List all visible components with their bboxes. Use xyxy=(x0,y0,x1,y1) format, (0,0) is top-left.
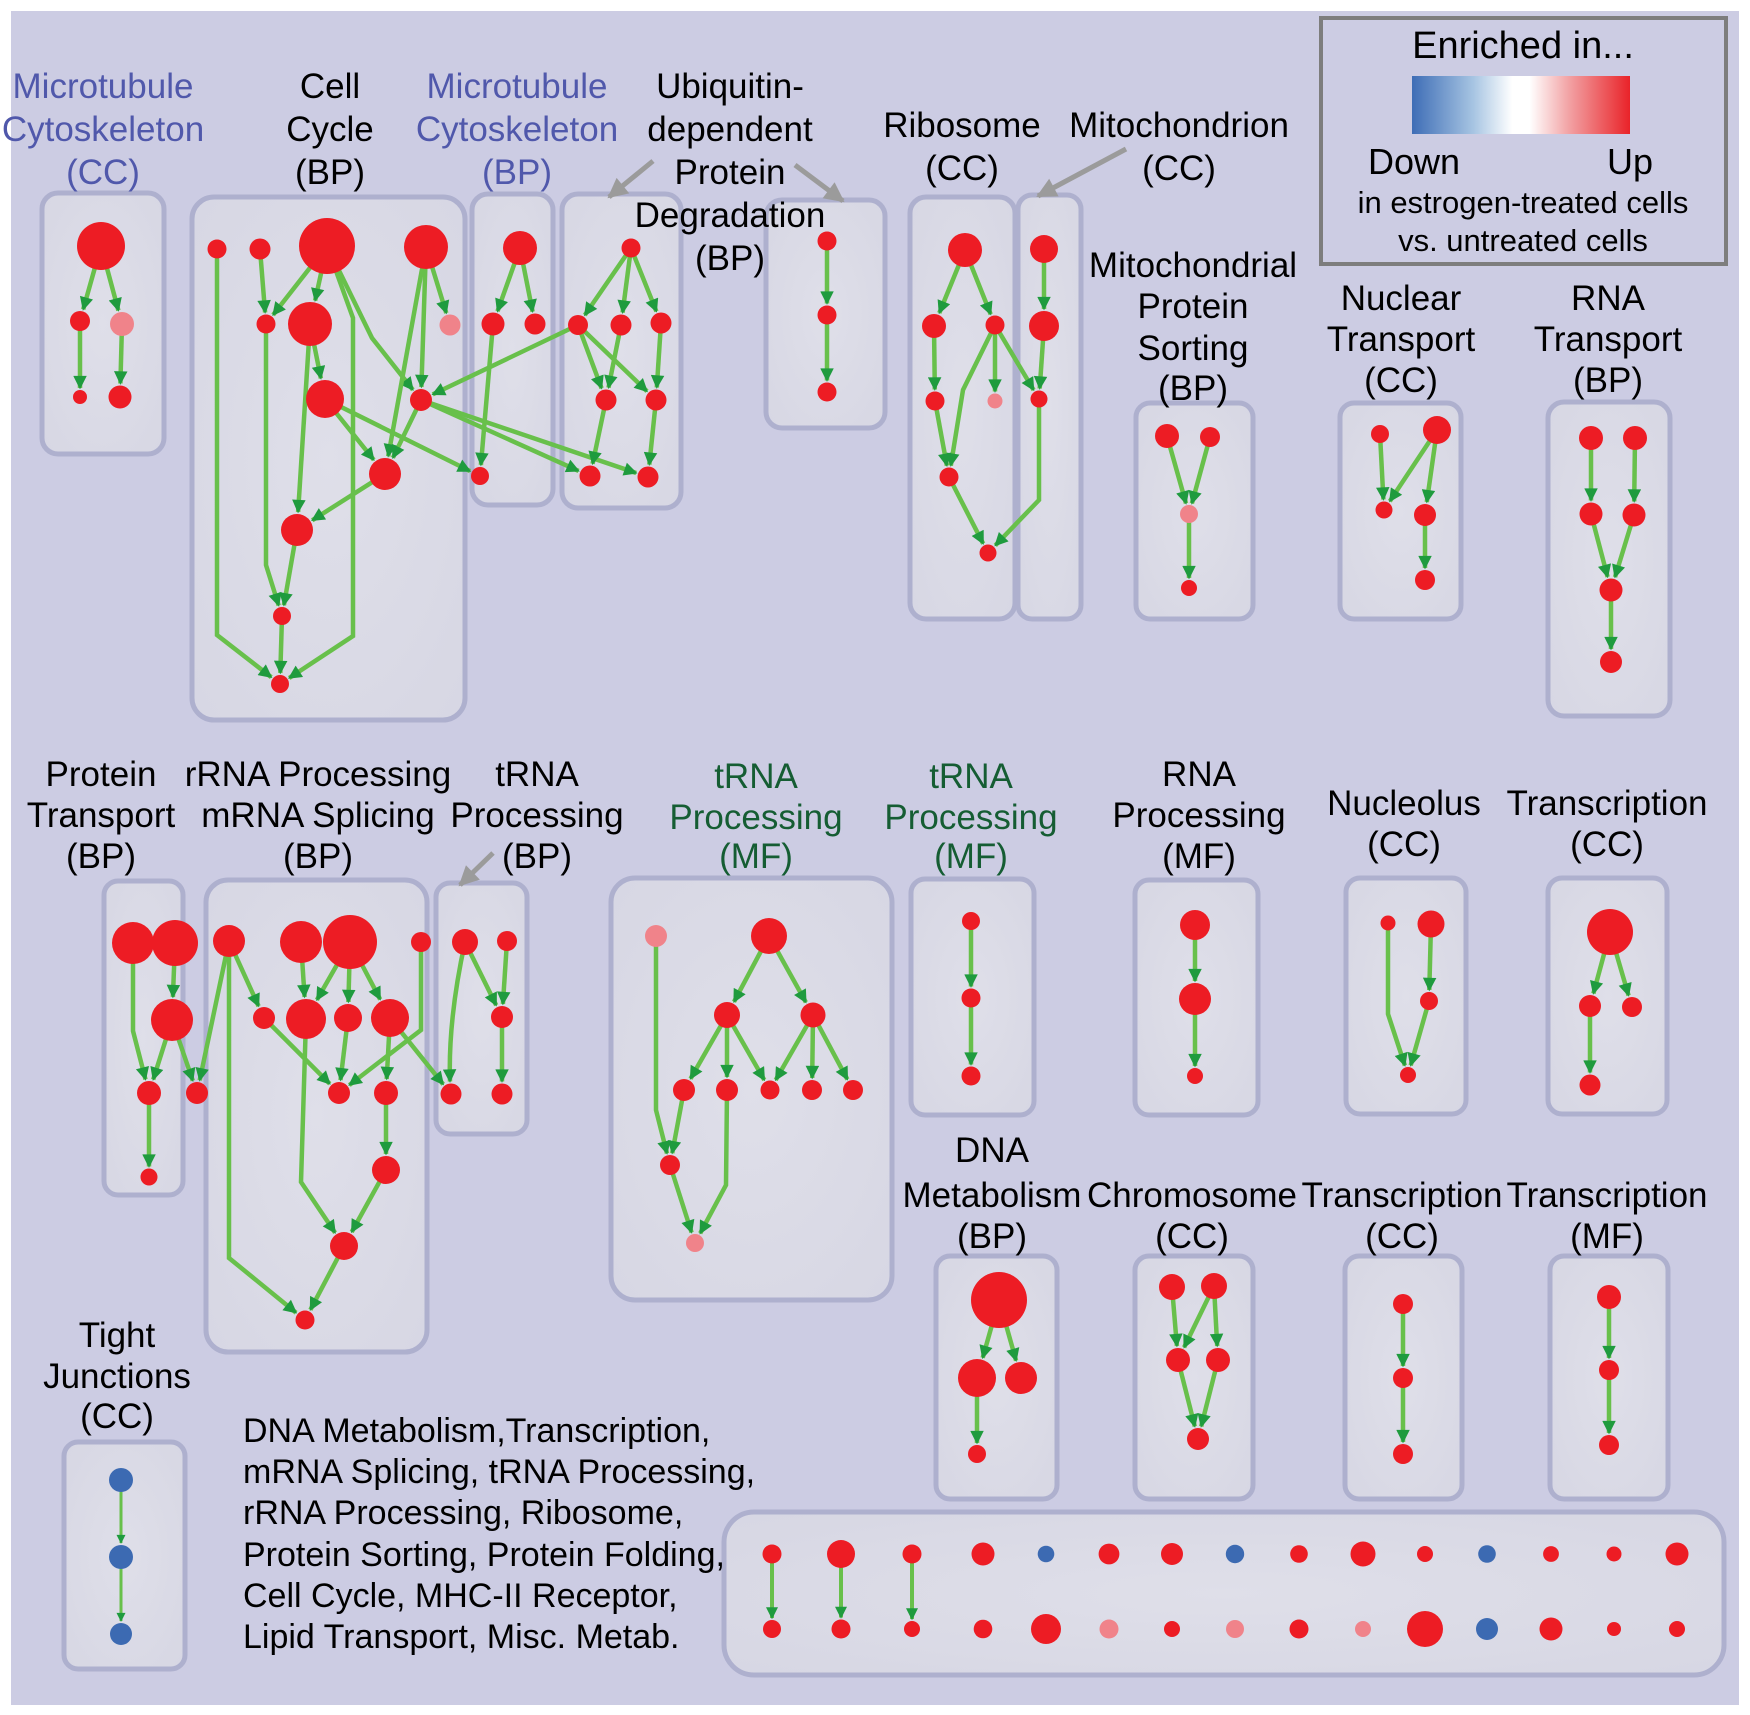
svg-text:Mitochondrion: Mitochondrion xyxy=(1069,106,1289,145)
svg-text:RNA: RNA xyxy=(1571,279,1646,318)
svg-text:(CC): (CC) xyxy=(1155,1217,1229,1256)
svg-text:(BP): (BP) xyxy=(1158,369,1228,408)
svg-text:Down: Down xyxy=(1368,141,1460,182)
svg-text:Microtubule: Microtubule xyxy=(13,67,194,106)
svg-text:Protein: Protein xyxy=(46,755,157,794)
svg-text:Transport: Transport xyxy=(1327,320,1476,359)
svg-text:Transport: Transport xyxy=(27,796,176,835)
svg-text:tRNA: tRNA xyxy=(714,757,798,796)
svg-text:(BP): (BP) xyxy=(695,239,765,278)
svg-text:Sorting: Sorting xyxy=(1138,329,1249,368)
svg-text:(MF): (MF) xyxy=(1162,837,1236,876)
svg-text:Degradation: Degradation xyxy=(635,196,826,235)
svg-text:(BP): (BP) xyxy=(502,837,572,876)
svg-text:Cycle: Cycle xyxy=(286,110,374,149)
svg-text:(MF): (MF) xyxy=(719,837,793,876)
svg-text:(BP): (BP) xyxy=(283,837,353,876)
svg-text:mRNA Splicing, tRNA Processing: mRNA Splicing, tRNA Processing, xyxy=(243,1453,755,1491)
svg-text:(BP): (BP) xyxy=(66,837,136,876)
svg-text:Cytoskeleton: Cytoskeleton xyxy=(2,110,204,149)
svg-text:Transcription: Transcription xyxy=(1507,1176,1708,1215)
svg-text:Cell Cycle, MHC-II Receptor,: Cell Cycle, MHC-II Receptor, xyxy=(243,1577,678,1615)
svg-text:(BP): (BP) xyxy=(482,153,552,192)
svg-text:Nucleolus: Nucleolus xyxy=(1327,784,1481,823)
svg-text:Ribosome: Ribosome xyxy=(883,106,1041,145)
svg-text:Transcription: Transcription xyxy=(1302,1176,1503,1215)
svg-text:Tight: Tight xyxy=(79,1316,156,1355)
svg-text:(CC): (CC) xyxy=(1367,825,1441,864)
svg-text:Nuclear: Nuclear xyxy=(1341,279,1462,318)
svg-text:Processing: Processing xyxy=(450,796,623,835)
svg-text:tRNA: tRNA xyxy=(929,757,1013,796)
svg-text:(CC): (CC) xyxy=(1142,149,1216,188)
svg-text:Transport: Transport xyxy=(1534,320,1683,359)
svg-text:(BP): (BP) xyxy=(957,1217,1027,1256)
svg-text:(MF): (MF) xyxy=(934,837,1008,876)
svg-text:DNA: DNA xyxy=(955,1131,1030,1170)
svg-text:Protein Sorting, Protein Foldi: Protein Sorting, Protein Folding, xyxy=(243,1536,725,1574)
svg-text:Lipid Transport, Misc. Metab.: Lipid Transport, Misc. Metab. xyxy=(243,1618,680,1656)
svg-text:Enriched in...: Enriched in... xyxy=(1412,25,1634,67)
svg-text:vs. untreated cells: vs. untreated cells xyxy=(1398,223,1648,258)
svg-text:Up: Up xyxy=(1607,141,1653,182)
svg-text:mRNA Splicing: mRNA Splicing xyxy=(201,796,434,835)
svg-text:in estrogen-treated cells: in estrogen-treated cells xyxy=(1358,185,1689,220)
svg-text:Processing: Processing xyxy=(1112,796,1285,835)
svg-text:(CC): (CC) xyxy=(1364,361,1438,400)
svg-text:Protein: Protein xyxy=(675,153,786,192)
svg-text:Chromosome: Chromosome xyxy=(1087,1176,1297,1215)
svg-text:Protein: Protein xyxy=(1138,287,1249,326)
svg-text:dependent: dependent xyxy=(647,110,813,149)
svg-text:Mitochondrial: Mitochondrial xyxy=(1089,246,1297,285)
svg-text:Ubiquitin-: Ubiquitin- xyxy=(656,67,804,106)
svg-text:(MF): (MF) xyxy=(1570,1217,1644,1256)
svg-text:rRNA Processing, Ribosome,: rRNA Processing, Ribosome, xyxy=(243,1494,683,1532)
svg-text:(BP): (BP) xyxy=(295,153,365,192)
svg-text:(CC): (CC) xyxy=(1365,1217,1439,1256)
svg-text:Cell: Cell xyxy=(300,67,360,106)
svg-text:Microtubule: Microtubule xyxy=(427,67,608,106)
svg-text:Transcription: Transcription xyxy=(1507,784,1708,823)
svg-text:Processing: Processing xyxy=(669,798,842,837)
svg-text:DNA Metabolism,Transcription,: DNA Metabolism,Transcription, xyxy=(243,1412,710,1450)
svg-text:Cytoskeleton: Cytoskeleton xyxy=(416,110,618,149)
svg-text:(CC): (CC) xyxy=(925,149,999,188)
svg-text:(CC): (CC) xyxy=(1570,825,1644,864)
svg-text:tRNA: tRNA xyxy=(495,755,579,794)
svg-text:(CC): (CC) xyxy=(80,1397,154,1436)
svg-text:Junctions: Junctions xyxy=(43,1357,191,1396)
svg-text:rRNA Processing: rRNA Processing xyxy=(185,755,451,794)
svg-text:(CC): (CC) xyxy=(66,153,140,192)
svg-text:Processing: Processing xyxy=(884,798,1057,837)
svg-text:(BP): (BP) xyxy=(1573,361,1643,400)
svg-text:Metabolism: Metabolism xyxy=(903,1176,1082,1215)
svg-text:RNA: RNA xyxy=(1162,755,1237,794)
